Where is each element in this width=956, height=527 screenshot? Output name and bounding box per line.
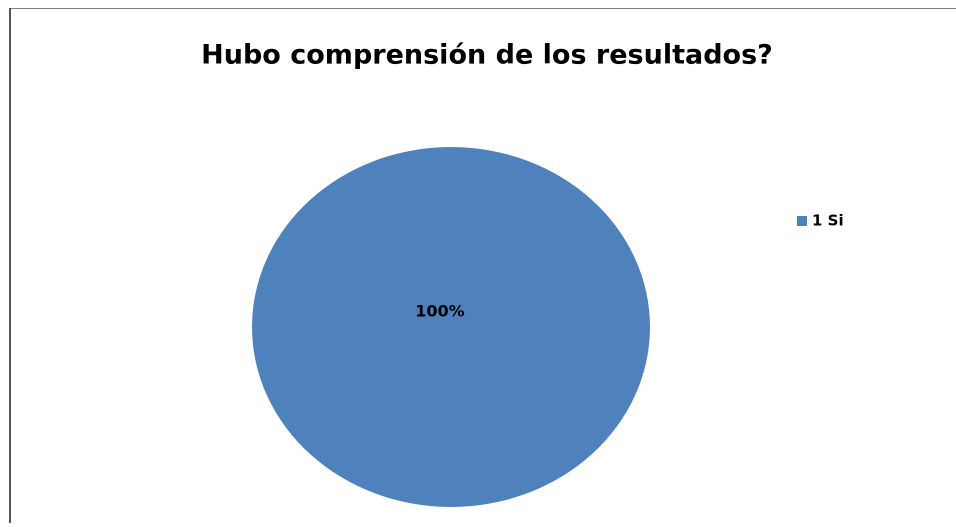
- data-label: 100%: [415, 302, 464, 321]
- legend-label: 1 Si: [812, 212, 844, 230]
- pie-slice: [252, 147, 650, 507]
- chart-title: Hubo comprensión de los resultados?: [201, 40, 773, 71]
- legend-swatch: [797, 216, 807, 226]
